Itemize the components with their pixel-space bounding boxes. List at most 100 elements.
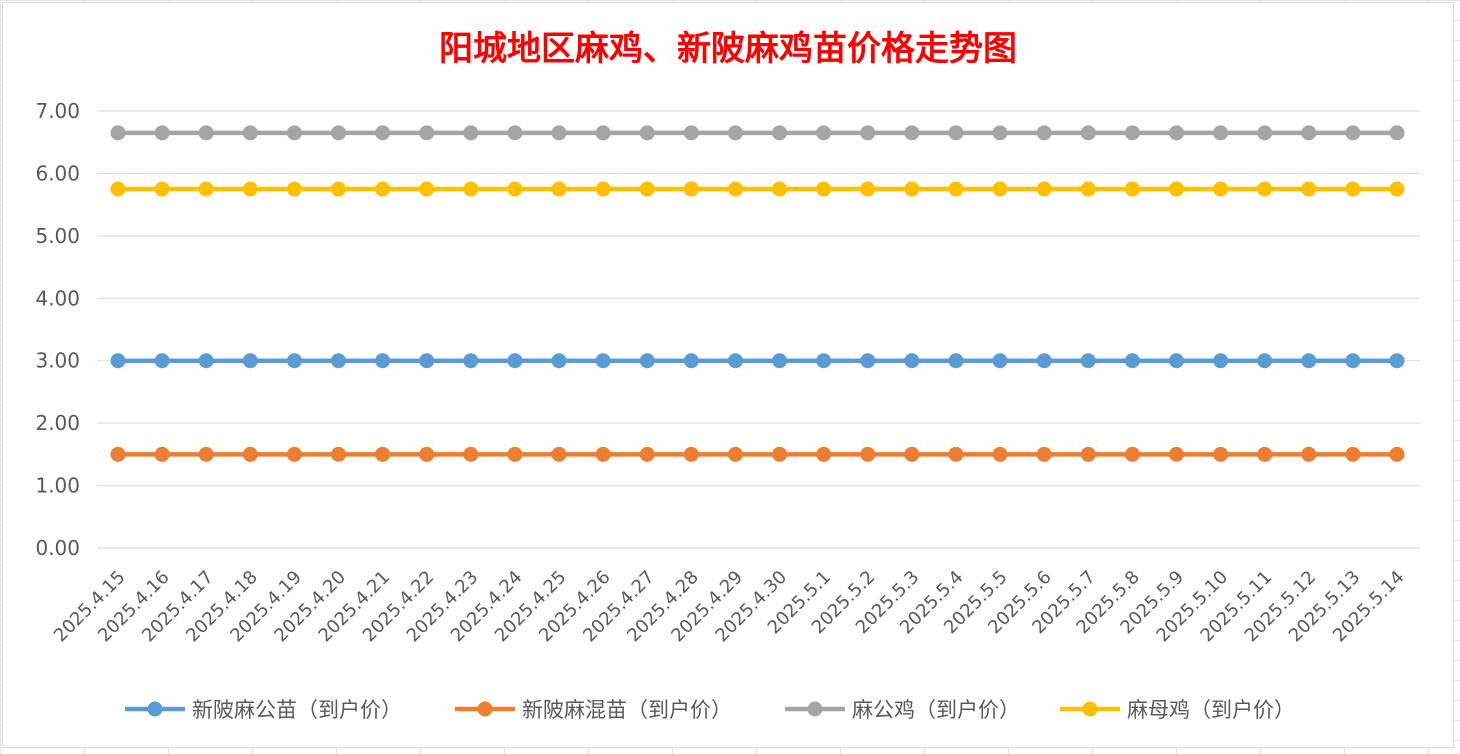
data-point[interactable] bbox=[595, 446, 611, 462]
data-point[interactable] bbox=[1080, 125, 1096, 141]
data-point[interactable] bbox=[948, 181, 964, 197]
data-point[interactable] bbox=[154, 353, 170, 369]
data-point[interactable] bbox=[948, 353, 964, 369]
data-point[interactable] bbox=[595, 353, 611, 369]
data-point[interactable] bbox=[551, 125, 567, 141]
data-point[interactable] bbox=[154, 125, 170, 141]
data-point[interactable] bbox=[286, 353, 302, 369]
data-point[interactable] bbox=[1257, 353, 1273, 369]
data-point[interactable] bbox=[110, 181, 126, 197]
data-point[interactable] bbox=[110, 353, 126, 369]
data-point[interactable] bbox=[507, 181, 523, 197]
data-point[interactable] bbox=[1257, 125, 1273, 141]
data-point[interactable] bbox=[639, 125, 655, 141]
data-point[interactable] bbox=[1124, 181, 1140, 197]
data-point[interactable] bbox=[419, 125, 435, 141]
data-point[interactable] bbox=[1168, 181, 1184, 197]
legend-item-0[interactable]: 新陂麻公苗（到户价） bbox=[125, 698, 402, 722]
data-point[interactable] bbox=[375, 446, 391, 462]
data-point[interactable] bbox=[331, 446, 347, 462]
data-point[interactable] bbox=[727, 446, 743, 462]
data-point[interactable] bbox=[1213, 353, 1229, 369]
data-point[interactable] bbox=[375, 125, 391, 141]
data-point[interactable] bbox=[1036, 353, 1052, 369]
data-point[interactable] bbox=[683, 353, 699, 369]
data-point[interactable] bbox=[1168, 125, 1184, 141]
data-point[interactable] bbox=[198, 353, 214, 369]
data-point[interactable] bbox=[1080, 446, 1096, 462]
data-point[interactable] bbox=[1345, 446, 1361, 462]
data-point[interactable] bbox=[904, 125, 920, 141]
data-point[interactable] bbox=[860, 446, 876, 462]
data-point[interactable] bbox=[198, 181, 214, 197]
data-point[interactable] bbox=[595, 181, 611, 197]
data-point[interactable] bbox=[948, 125, 964, 141]
data-point[interactable] bbox=[816, 181, 832, 197]
data-point[interactable] bbox=[727, 125, 743, 141]
data-point[interactable] bbox=[1301, 446, 1317, 462]
data-point[interactable] bbox=[154, 446, 170, 462]
data-point[interactable] bbox=[242, 125, 258, 141]
data-point[interactable] bbox=[816, 125, 832, 141]
data-point[interactable] bbox=[904, 446, 920, 462]
data-point[interactable] bbox=[727, 181, 743, 197]
data-point[interactable] bbox=[551, 353, 567, 369]
data-point[interactable] bbox=[1036, 125, 1052, 141]
data-point[interactable] bbox=[1389, 125, 1405, 141]
data-point[interactable] bbox=[463, 181, 479, 197]
data-point[interactable] bbox=[1124, 125, 1140, 141]
data-point[interactable] bbox=[772, 181, 788, 197]
data-point[interactable] bbox=[1080, 181, 1096, 197]
data-point[interactable] bbox=[242, 353, 258, 369]
data-point[interactable] bbox=[551, 446, 567, 462]
data-point[interactable] bbox=[507, 353, 523, 369]
data-point[interactable] bbox=[331, 125, 347, 141]
data-point[interactable] bbox=[1257, 446, 1273, 462]
data-point[interactable] bbox=[463, 125, 479, 141]
data-point[interactable] bbox=[772, 353, 788, 369]
data-point[interactable] bbox=[1301, 181, 1317, 197]
data-point[interactable] bbox=[1345, 125, 1361, 141]
data-point[interactable] bbox=[286, 446, 302, 462]
legend-item-1[interactable]: 新陂麻混苗（到户价） bbox=[455, 698, 732, 722]
data-point[interactable] bbox=[948, 446, 964, 462]
data-point[interactable] bbox=[683, 181, 699, 197]
data-point[interactable] bbox=[286, 125, 302, 141]
data-point[interactable] bbox=[860, 125, 876, 141]
data-point[interactable] bbox=[860, 181, 876, 197]
data-point[interactable] bbox=[1213, 125, 1229, 141]
data-point[interactable] bbox=[904, 353, 920, 369]
data-point[interactable] bbox=[1168, 353, 1184, 369]
data-point[interactable] bbox=[1301, 353, 1317, 369]
data-point[interactable] bbox=[1213, 181, 1229, 197]
data-point[interactable] bbox=[992, 125, 1008, 141]
data-point[interactable] bbox=[375, 353, 391, 369]
data-point[interactable] bbox=[639, 446, 655, 462]
data-point[interactable] bbox=[419, 353, 435, 369]
data-point[interactable] bbox=[639, 181, 655, 197]
data-point[interactable] bbox=[992, 181, 1008, 197]
data-point[interactable] bbox=[1168, 446, 1184, 462]
data-point[interactable] bbox=[154, 181, 170, 197]
data-point[interactable] bbox=[198, 125, 214, 141]
data-point[interactable] bbox=[286, 181, 302, 197]
data-point[interactable] bbox=[551, 181, 567, 197]
data-point[interactable] bbox=[816, 446, 832, 462]
data-point[interactable] bbox=[683, 125, 699, 141]
data-point[interactable] bbox=[419, 181, 435, 197]
data-point[interactable] bbox=[507, 125, 523, 141]
data-point[interactable] bbox=[992, 446, 1008, 462]
data-point[interactable] bbox=[992, 353, 1008, 369]
data-point[interactable] bbox=[419, 446, 435, 462]
data-point[interactable] bbox=[639, 353, 655, 369]
data-point[interactable] bbox=[1345, 353, 1361, 369]
data-point[interactable] bbox=[1389, 353, 1405, 369]
data-point[interactable] bbox=[463, 353, 479, 369]
data-point[interactable] bbox=[1301, 125, 1317, 141]
data-point[interactable] bbox=[816, 353, 832, 369]
data-point[interactable] bbox=[683, 446, 699, 462]
data-point[interactable] bbox=[110, 446, 126, 462]
data-point[interactable] bbox=[1389, 446, 1405, 462]
data-point[interactable] bbox=[860, 353, 876, 369]
